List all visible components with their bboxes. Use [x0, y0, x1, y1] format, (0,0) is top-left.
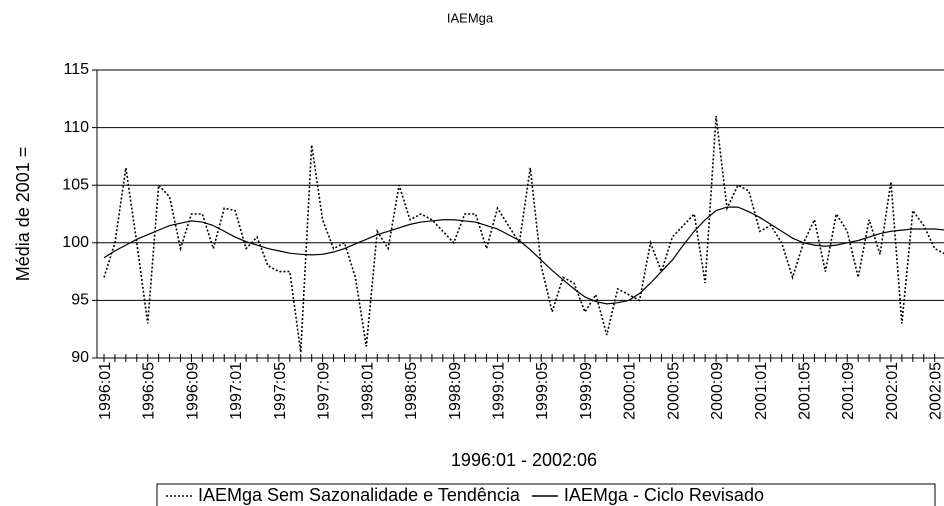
x-tick-label: 1997:01	[228, 362, 245, 420]
x-tick-label: 1998:01	[359, 362, 376, 420]
x-tick-label: 1996:09	[184, 362, 201, 420]
y-tick-label: 105	[62, 176, 89, 193]
y-tick-label: 100	[62, 234, 89, 251]
x-tick-label: 2001:05	[797, 362, 814, 420]
x-tick-label: 1999:05	[534, 362, 551, 420]
x-tick-label: 1996:01	[97, 362, 114, 420]
x-tick-label: 1996:05	[141, 362, 158, 420]
y-tick-label: 110	[63, 119, 89, 136]
x-tick-label: 1998:09	[447, 362, 464, 420]
series-line	[103, 115, 944, 353]
x-tick-label: 1997:05	[272, 362, 289, 420]
legend-label: IAEMga Sem Sazonalidade e Tendência	[198, 485, 521, 505]
x-tick-label: 2002:01	[884, 362, 901, 420]
x-axis-title: 1996:01 - 2002:06	[451, 450, 597, 470]
x-tick-label: 1999:01	[490, 362, 507, 420]
x-tick-label: 2001:09	[840, 362, 857, 420]
x-tick-label: 2000:01	[622, 362, 639, 420]
x-tick-label: 2000:09	[709, 362, 726, 420]
legend-box	[156, 483, 936, 506]
x-tick-label: 1999:09	[578, 362, 595, 420]
series-line	[103, 206, 944, 305]
x-tick-label: 1997:09	[316, 362, 333, 420]
x-tick-label: 2000:05	[665, 362, 682, 420]
x-tick-label: 2001:01	[753, 362, 770, 420]
x-tick-label: 1998:05	[403, 362, 420, 420]
y-tick-label: 95	[71, 292, 89, 309]
y-tick-label: 90	[71, 349, 89, 366]
chart-title: IAEMga	[447, 10, 494, 25]
y-tick-label: 115	[63, 61, 89, 78]
x-tick-label: 2002:05	[928, 362, 944, 420]
y-axis-title: Média de 2001 =	[13, 147, 33, 282]
legend-label: IAEMga - Ciclo Revisado	[564, 485, 764, 505]
plot-area	[103, 115, 944, 353]
